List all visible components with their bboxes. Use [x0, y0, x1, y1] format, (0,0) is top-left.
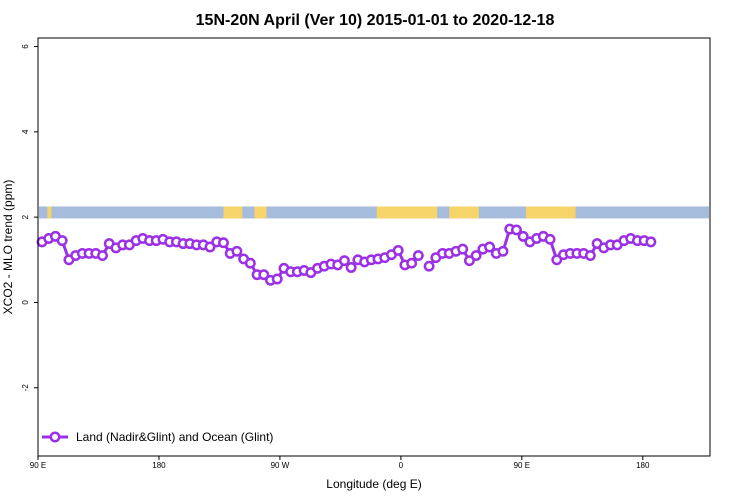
data-point	[97, 250, 108, 261]
legend-label: Land (Nadir&Glint) and Ocean (Glint)	[76, 430, 273, 444]
data-point	[517, 230, 529, 242]
y-axis: -2 0 2 4 6	[21, 44, 38, 392]
data-point	[56, 235, 68, 247]
map-strip	[39, 206, 709, 219]
y-tick-label: 2	[21, 214, 30, 219]
x-tick-label: 0	[399, 461, 404, 470]
data-point	[484, 241, 496, 253]
land-segment	[449, 206, 479, 219]
data-point	[584, 250, 596, 261]
y-tick-label: 4	[21, 129, 30, 134]
legend: Land (Nadir&Glint) and Ocean (Glint)	[42, 430, 273, 444]
data-point	[345, 262, 357, 273]
data-point	[231, 245, 243, 257]
x-tick-label: 90 W	[271, 461, 290, 470]
y-axis-title: XCO2 - MLO trend (ppm)	[1, 180, 15, 315]
x-tick-label: 180	[636, 461, 650, 470]
y-tick-label: 0	[21, 300, 30, 305]
data-point	[511, 224, 522, 236]
data-point	[497, 245, 509, 257]
x-axis: 90 E 180 90 W 0 90 E 180	[30, 456, 650, 470]
x-tick-label: 90 E	[514, 461, 530, 470]
land-segment	[223, 206, 243, 219]
data-point	[258, 269, 270, 281]
data-point	[544, 233, 556, 245]
y-tick-label: -2	[21, 384, 30, 392]
data-point	[244, 257, 256, 269]
data-point	[412, 250, 424, 261]
data-point	[470, 250, 482, 261]
data-point	[457, 243, 469, 255]
plot-area	[36, 223, 657, 286]
legend-marker	[49, 431, 61, 443]
plot-frame	[37, 37, 711, 457]
data-point	[218, 237, 229, 249]
x-tick-label: 180	[152, 461, 166, 470]
data-point	[271, 273, 283, 285]
land-segment	[47, 206, 52, 219]
data-point	[204, 241, 216, 253]
y-tick-label: 6	[21, 44, 30, 49]
data-point	[463, 255, 475, 267]
data-point	[423, 260, 435, 272]
chart-title: 15N-20N April (Ver 10) 2015-01-01 to 202…	[196, 12, 555, 29]
data-point	[645, 236, 657, 248]
data-point	[551, 254, 563, 266]
land-segment	[254, 206, 267, 219]
land-segment	[525, 206, 576, 219]
x-axis-title: Longitude (deg E)	[326, 477, 421, 491]
x-tick-label: 90 E	[30, 461, 46, 470]
data-point	[406, 257, 418, 269]
land-segment	[376, 206, 438, 219]
ocean-band	[39, 206, 709, 219]
data-point	[392, 244, 404, 256]
data-point	[338, 255, 350, 267]
